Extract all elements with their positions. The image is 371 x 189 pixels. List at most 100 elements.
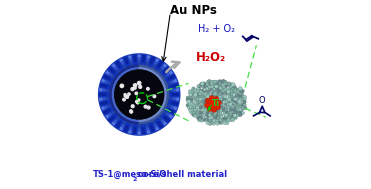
Circle shape — [233, 92, 237, 95]
Circle shape — [201, 103, 204, 106]
Circle shape — [144, 105, 147, 108]
Circle shape — [106, 61, 173, 128]
Circle shape — [237, 99, 241, 103]
Wedge shape — [171, 102, 178, 105]
Circle shape — [219, 106, 223, 109]
Circle shape — [205, 114, 208, 117]
Circle shape — [228, 111, 231, 114]
Circle shape — [231, 101, 234, 104]
Circle shape — [224, 106, 228, 109]
Circle shape — [191, 95, 194, 98]
Circle shape — [197, 118, 201, 122]
Circle shape — [224, 100, 228, 104]
Circle shape — [204, 103, 210, 108]
Circle shape — [240, 95, 244, 98]
Circle shape — [230, 89, 233, 92]
Circle shape — [227, 98, 232, 101]
Circle shape — [232, 110, 235, 114]
Circle shape — [188, 101, 192, 104]
Circle shape — [103, 58, 176, 131]
Wedge shape — [164, 74, 175, 83]
Circle shape — [229, 87, 234, 91]
Circle shape — [219, 92, 223, 96]
Circle shape — [224, 113, 228, 117]
Circle shape — [220, 100, 223, 103]
Circle shape — [195, 104, 198, 107]
Circle shape — [213, 113, 217, 116]
Circle shape — [230, 83, 233, 85]
Circle shape — [203, 102, 207, 106]
Circle shape — [241, 109, 243, 112]
Circle shape — [204, 116, 207, 119]
Wedge shape — [100, 83, 111, 89]
Circle shape — [221, 87, 224, 91]
Circle shape — [217, 119, 220, 122]
Wedge shape — [100, 100, 111, 106]
Wedge shape — [142, 55, 145, 62]
Circle shape — [201, 93, 204, 96]
Circle shape — [205, 115, 209, 119]
Wedge shape — [104, 109, 110, 114]
Wedge shape — [148, 57, 155, 68]
Circle shape — [231, 118, 235, 122]
Circle shape — [214, 85, 218, 88]
Circle shape — [213, 101, 216, 104]
Circle shape — [213, 101, 217, 105]
Circle shape — [126, 95, 128, 98]
Circle shape — [222, 108, 225, 112]
Circle shape — [233, 108, 236, 112]
Circle shape — [196, 103, 199, 106]
Circle shape — [216, 80, 219, 83]
Circle shape — [193, 94, 197, 98]
Circle shape — [192, 93, 196, 96]
Circle shape — [244, 106, 247, 110]
Text: Au NPs: Au NPs — [170, 4, 217, 17]
Circle shape — [210, 119, 214, 123]
Circle shape — [216, 103, 219, 107]
Wedge shape — [103, 106, 114, 115]
Wedge shape — [164, 106, 175, 115]
Circle shape — [225, 85, 228, 88]
Circle shape — [130, 110, 132, 113]
Circle shape — [208, 102, 212, 106]
Text: 2: 2 — [133, 177, 137, 182]
Circle shape — [210, 98, 214, 102]
Circle shape — [115, 70, 164, 119]
Circle shape — [216, 90, 219, 94]
Circle shape — [227, 82, 231, 85]
Circle shape — [147, 88, 149, 90]
Circle shape — [193, 105, 197, 108]
Circle shape — [227, 115, 231, 119]
Circle shape — [232, 93, 236, 96]
Circle shape — [234, 103, 239, 107]
Wedge shape — [150, 125, 154, 132]
Circle shape — [230, 115, 233, 119]
Circle shape — [222, 113, 225, 116]
Wedge shape — [157, 121, 162, 128]
Circle shape — [231, 88, 234, 91]
Circle shape — [124, 95, 127, 97]
Circle shape — [194, 111, 198, 114]
Circle shape — [218, 121, 221, 124]
Circle shape — [213, 96, 216, 99]
Circle shape — [198, 92, 202, 96]
Circle shape — [219, 90, 222, 93]
Circle shape — [232, 83, 235, 87]
Circle shape — [234, 110, 238, 114]
Wedge shape — [134, 127, 136, 134]
Circle shape — [212, 108, 216, 112]
Circle shape — [202, 97, 204, 100]
Circle shape — [139, 85, 142, 88]
Circle shape — [241, 106, 245, 110]
Circle shape — [239, 90, 242, 93]
Circle shape — [243, 98, 246, 101]
Circle shape — [191, 87, 195, 90]
Circle shape — [135, 101, 138, 103]
Circle shape — [208, 88, 210, 91]
Circle shape — [220, 114, 223, 117]
Circle shape — [199, 106, 203, 109]
Circle shape — [100, 55, 178, 134]
Text: O: O — [259, 95, 265, 105]
Wedge shape — [99, 94, 106, 95]
Circle shape — [192, 98, 195, 101]
